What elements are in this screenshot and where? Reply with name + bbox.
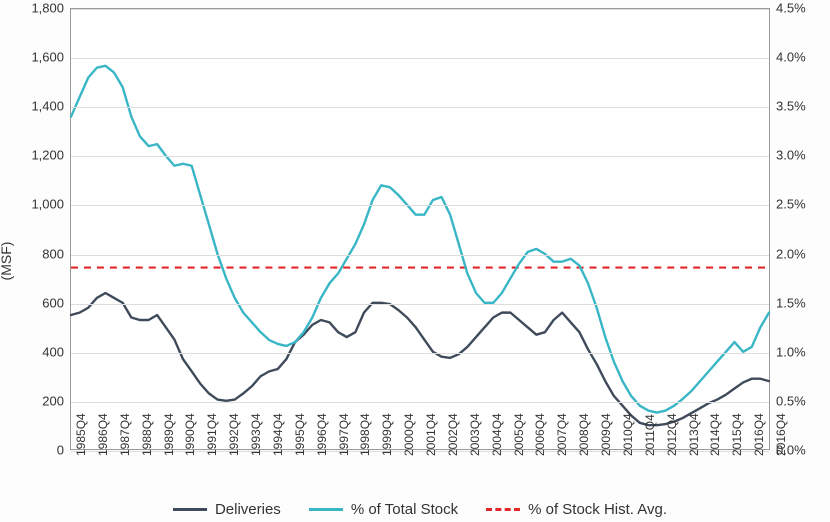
plot-area [70,8,770,450]
y-left-tick-label: 600 [0,295,64,310]
y-right-tick-label: 4.0% [776,50,830,65]
y-right-tick-label: 2.0% [776,246,830,261]
y-right-tick-label: 3.0% [776,148,830,163]
y-right-tick-label: 1.5% [776,295,830,310]
legend-label: % of Stock Hist. Avg. [528,501,667,518]
deliveries-chart: (MSF) Deliveries% of Total Stock% of Sto… [0,0,830,522]
y-left-tick-label: 1,000 [0,197,64,212]
y-right-tick-label: 3.5% [776,99,830,114]
grid-line [71,402,769,403]
y-right-tick-label: 4.5% [776,1,830,16]
legend-label: % of Total Stock [351,501,458,518]
grid-line [71,9,769,10]
grid-line [71,156,769,157]
x-tick-label: 2016Q4 [774,438,830,456]
series-deliveries [71,293,769,425]
y-left-tick-label: 800 [0,246,64,261]
legend-swatch [486,508,520,511]
grid-line [71,255,769,256]
y-left-tick-label: 1,200 [0,148,64,163]
y-right-tick-label: 2.5% [776,197,830,212]
y-left-tick-label: 1,800 [0,1,64,16]
series--of-total-stock [71,66,769,413]
y-left-tick-label: 0 [0,443,64,458]
grid-line [71,58,769,59]
y-left-tick-label: 400 [0,344,64,359]
y-right-tick-label: 0.5% [776,393,830,408]
y-right-tick-label: 1.0% [776,344,830,359]
grid-line [71,107,769,108]
legend-swatch [309,508,343,511]
y-left-tick-label: 1,600 [0,50,64,65]
legend: Deliveries % of Total Stock % of Stock His… [70,496,770,522]
legend-item: Deliveries [173,501,281,518]
y-left-tick-label: 1,400 [0,99,64,114]
y-left-tick-label: 200 [0,393,64,408]
legend-item: % of Total Stock [309,501,458,518]
grid-line [71,205,769,206]
grid-line [71,304,769,305]
series-svg [71,9,769,450]
legend-swatch [173,508,207,511]
legend-label: Deliveries [215,501,281,518]
grid-line [71,353,769,354]
legend-item: % of Stock Hist. Avg. [486,501,667,518]
